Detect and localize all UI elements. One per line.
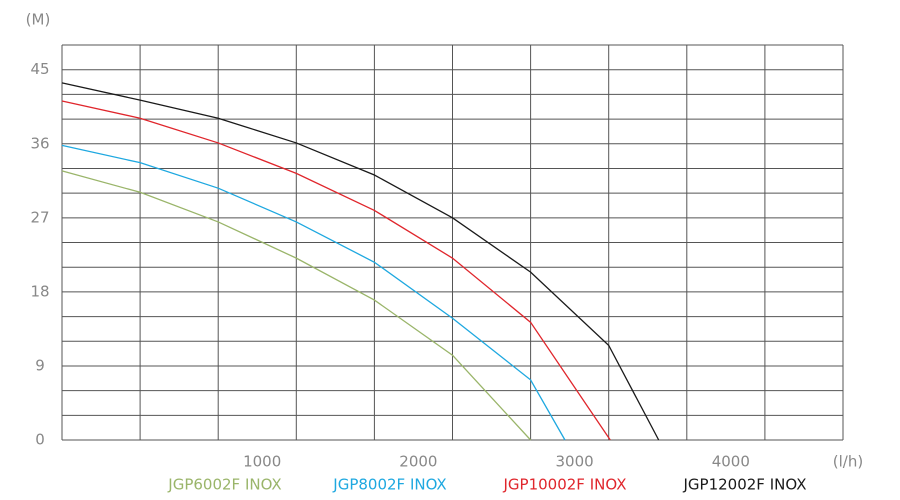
x-tick-label: 3000 xyxy=(556,453,594,471)
legend-entry: JGP6002F INOX xyxy=(167,476,281,494)
y-tick-label: 9 xyxy=(35,356,45,374)
series-line xyxy=(61,170,532,441)
series-line xyxy=(61,100,611,441)
series-line xyxy=(61,82,660,441)
legend-entry: JGP8002F INOX xyxy=(332,476,446,494)
x-tick-label: 4000 xyxy=(712,453,750,471)
legend-entry: JGP12002F INOX xyxy=(683,476,807,494)
y-tick-label: 0 xyxy=(35,431,45,449)
y-tick-label: 27 xyxy=(30,208,49,226)
x-tick-label: 1000 xyxy=(243,453,281,471)
x-axis-label: (l/h) xyxy=(833,453,863,471)
legend-entry: JGP10002F INOX xyxy=(503,476,627,494)
y-axis-label: (M) xyxy=(26,11,51,29)
y-tick-label: 36 xyxy=(30,134,49,152)
x-tick-label: 2000 xyxy=(399,453,437,471)
y-tick-label: 45 xyxy=(30,60,49,78)
series-line xyxy=(61,144,566,441)
y-tick-label: 18 xyxy=(30,282,49,300)
